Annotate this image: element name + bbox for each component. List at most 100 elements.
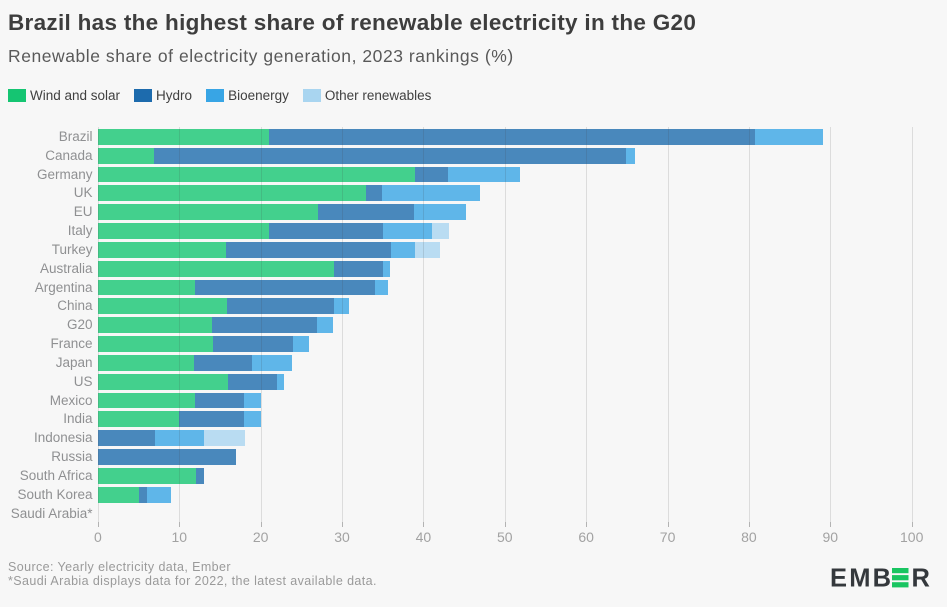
tick-mark-50 — [504, 522, 506, 527]
bar-segment-uk-bioenergy — [381, 185, 481, 202]
bar-segment-eu-wind-and-solar — [97, 204, 318, 221]
category-label-argentina: Argentina — [34, 279, 93, 295]
chart-subtitle: Renewable share of electricity generatio… — [8, 46, 514, 66]
bar-segment-brazil-hydro — [268, 128, 756, 145]
legend-label: Wind and solar — [30, 88, 121, 103]
gridline-50 — [504, 127, 506, 522]
legend-item-bioenergy: Bioenergy — [206, 88, 289, 103]
bar-segment-argentina-bioenergy — [375, 279, 389, 296]
bar-segment-south-africa-hydro — [195, 467, 204, 484]
x-tick-label-10: 10 — [171, 529, 188, 545]
bar-segment-turkey-bioenergy — [390, 241, 416, 258]
bar-segment-turkey-wind-and-solar — [97, 241, 227, 258]
tick-mark-20 — [260, 522, 262, 527]
bar-segment-india-bioenergy — [244, 411, 261, 428]
category-label-mexico: Mexico — [49, 392, 93, 408]
bar-segment-eu-hydro — [317, 204, 415, 221]
legend-item-wind-and-solar: Wind and solar — [8, 88, 120, 103]
bar-segment-indonesia-other-renewables — [203, 430, 246, 447]
bar-segment-eu-bioenergy — [414, 204, 466, 221]
bar-segment-g20-bioenergy — [316, 317, 334, 334]
bar-segment-china-hydro — [227, 298, 334, 315]
bar-segment-south-korea-wind-and-solar — [97, 486, 139, 503]
category-label-italy: Italy — [67, 223, 93, 238]
bar-segment-argentina-wind-and-solar — [97, 279, 195, 296]
bar-segment-france-wind-and-solar — [97, 336, 213, 352]
bar-segment-g20-wind-and-solar — [97, 317, 212, 334]
bar-segment-china-wind-and-solar — [97, 298, 228, 315]
bar-segment-italy-bioenergy — [382, 223, 432, 239]
bar-segment-france-hydro — [212, 336, 294, 352]
bar-segment-turkey-other-renewables — [415, 241, 440, 258]
legend-swatch-icon — [8, 89, 26, 102]
bar-segment-italy-other-renewables — [431, 223, 449, 239]
bar-segment-italy-hydro — [268, 223, 383, 239]
bar-segment-south-korea-hydro — [138, 486, 147, 503]
bar-segment-russia-hydro — [97, 449, 237, 465]
tick-mark-30 — [342, 522, 343, 527]
gridline-90 — [830, 127, 832, 522]
category-label-brazil: Brazil — [58, 128, 93, 144]
tick-mark-100 — [911, 522, 913, 527]
bar-segment-china-bioenergy — [333, 298, 350, 315]
bar-segment-mexico-wind-and-solar — [97, 392, 195, 409]
legend-item-hydro: Hydro — [134, 88, 192, 103]
legend-swatch-icon — [134, 89, 153, 102]
x-tick-label-0: 0 — [93, 529, 102, 545]
category-label-uk: UK — [73, 185, 93, 201]
category-label-saudi-arabia-: Saudi Arabia* — [10, 505, 93, 521]
x-tick-label-80: 80 — [741, 529, 757, 545]
bar-segment-argentina-hydro — [194, 279, 376, 296]
x-tick-label-70: 70 — [659, 529, 676, 545]
category-label-russia: Russia — [51, 449, 93, 464]
bar-segment-australia-wind-and-solar — [97, 260, 334, 277]
gridline-30 — [342, 127, 343, 522]
tick-mark-70 — [667, 522, 669, 527]
tick-mark-60 — [586, 522, 588, 527]
bar-segment-us-bioenergy — [276, 373, 285, 390]
category-label-g20: G20 — [66, 317, 93, 333]
x-tick-label-60: 60 — [578, 529, 594, 545]
tick-mark-0 — [97, 522, 99, 527]
category-label-australia: Australia — [39, 260, 93, 276]
gridline-70 — [667, 127, 669, 522]
gridline-80 — [748, 127, 750, 522]
svg-text:R: R — [912, 566, 931, 590]
bar-segment-canada-hydro — [154, 147, 627, 164]
ember-logo-svg: EMB R — [830, 565, 931, 593]
bar-segment-us-wind-and-solar — [97, 373, 229, 390]
bar-segment-australia-hydro — [333, 260, 383, 277]
bar-segment-south-africa-wind-and-solar — [97, 467, 196, 484]
category-label-us: US — [73, 373, 93, 389]
x-tick-label-100: 100 — [900, 529, 924, 545]
gridline-10 — [179, 127, 181, 522]
bar-segment-uk-hydro — [366, 185, 382, 202]
bar-segment-germany-wind-and-solar — [97, 166, 416, 183]
chart-title: Brazil has the highest share of renewabl… — [8, 10, 697, 35]
legend: Wind and solar Hydro Bioenergy Other renewa… — [8, 88, 445, 103]
category-label-canada: Canada — [45, 147, 93, 163]
source-line: Source: Yearly electricity data, Ember — [8, 560, 231, 574]
x-tick-label-90: 90 — [822, 529, 839, 545]
x-tick-label-30: 30 — [334, 529, 350, 545]
bar-segment-canada-wind-and-solar — [97, 147, 155, 164]
gridline-40 — [423, 127, 425, 522]
bar-segment-japan-hydro — [193, 354, 252, 371]
gridline-0 — [97, 127, 99, 522]
legend-label: Bioenergy — [228, 88, 289, 103]
bar-segment-germany-bioenergy — [447, 166, 521, 183]
gridline-100 — [911, 127, 913, 522]
gridline-20 — [260, 127, 262, 522]
category-label-eu: EU — [73, 204, 93, 220]
bar-segment-germany-hydro — [415, 166, 448, 183]
footnote-line: *Saudi Arabia displays data for 2022, th… — [8, 573, 377, 588]
category-label-south-africa: South Africa — [19, 467, 93, 483]
category-label-china: China — [57, 298, 93, 314]
bar-segment-g20-hydro — [211, 317, 317, 334]
category-label-india: India — [63, 411, 93, 427]
legend-swatch-icon — [206, 89, 225, 102]
bar-segment-indonesia-bioenergy — [154, 430, 204, 447]
bar-segment-us-hydro — [228, 373, 277, 390]
bar-segment-mexico-bioenergy — [244, 392, 261, 409]
